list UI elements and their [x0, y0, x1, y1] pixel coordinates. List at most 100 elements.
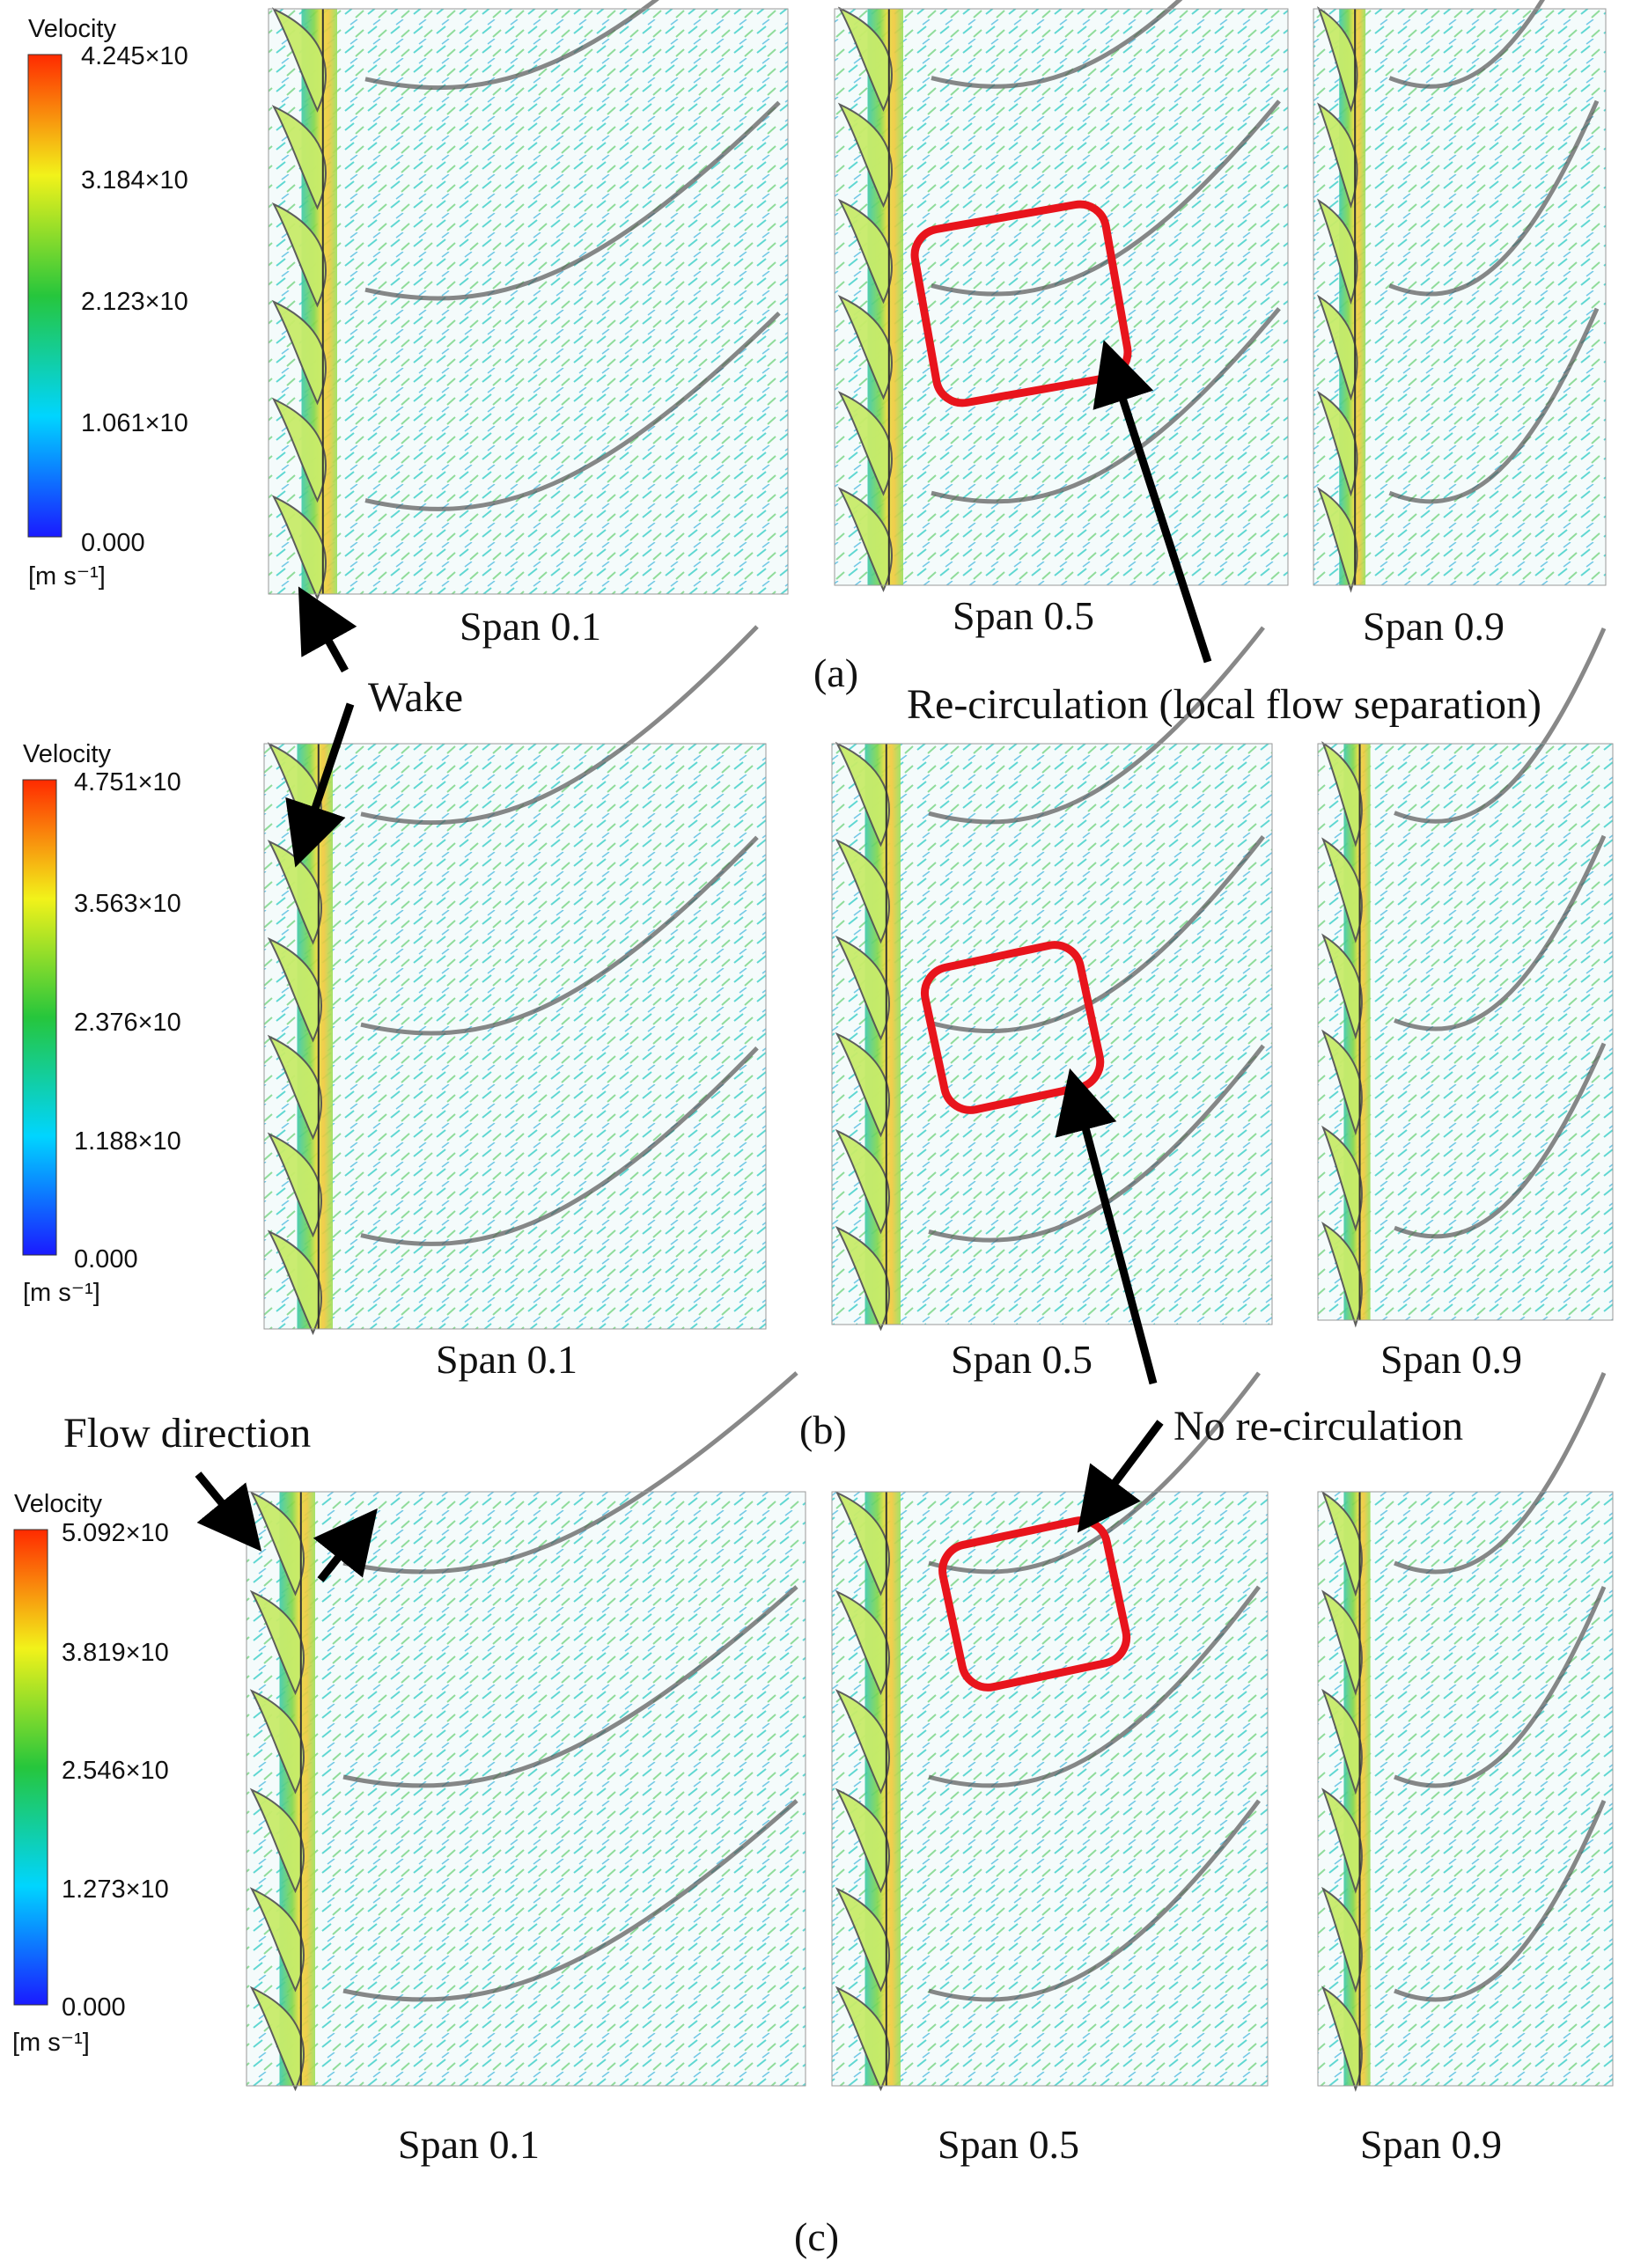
- upstream-blade: [267, 936, 322, 1043]
- panel-b-span-0-1: [263, 625, 767, 1336]
- downstream-blade: [1394, 1586, 1607, 1788]
- upstream-blade: [835, 1031, 890, 1138]
- upstream-blade: [835, 1128, 890, 1235]
- downstream-blade: [360, 625, 759, 826]
- upstream-blade: [837, 198, 893, 305]
- panel-b-span-0-5: [831, 626, 1273, 1332]
- downstream-blade: [364, 312, 781, 511]
- colorbar-tick: 3.184×10: [81, 166, 188, 195]
- vector-field: [246, 1492, 806, 2086]
- colorbar-tick-max: 4.751×10: [74, 768, 181, 796]
- colorbar-tick: 1.061×10: [81, 409, 188, 437]
- span-label: Span 0.5: [953, 593, 1094, 638]
- upstream-blade: [837, 6, 893, 113]
- colorbar-tick-min: 0.000: [81, 529, 145, 557]
- upstream-blade: [249, 1589, 305, 1696]
- upstream-blade: [837, 487, 893, 592]
- upstream-blade: [837, 391, 893, 496]
- upstream-blade: [835, 935, 890, 1041]
- upstream-blade: [835, 741, 890, 848]
- colorbar-tick: 3.819×10: [62, 1639, 169, 1667]
- upstream-blade: [271, 397, 327, 503]
- upstream-blade: [837, 102, 893, 209]
- colorbar-title: Velocity: [14, 1490, 102, 1518]
- upstream-blade: [1321, 933, 1363, 1040]
- no-recirculation-box: [920, 941, 1105, 1114]
- panel-c-span-0-1: [246, 1371, 806, 2092]
- flow-direction-arrow-out: [313, 1508, 378, 1582]
- downstream-blade: [342, 1371, 798, 1574]
- upstream-blade: [249, 1887, 305, 1993]
- downstream-blade: [1388, 307, 1600, 504]
- upstream-blade: [267, 1229, 322, 1336]
- wake-arrow-up: [298, 586, 357, 673]
- downstream-blade: [928, 1044, 1265, 1243]
- panel-b-span-0-9: [1317, 627, 1614, 1328]
- upstream-blade: [249, 1985, 305, 2092]
- colorbar-unit: [m s⁻¹]: [12, 2029, 90, 2057]
- upstream-blade: [1321, 741, 1363, 848]
- downstream-blade: [928, 1371, 1261, 1574]
- downstream-blade: [928, 1799, 1261, 2002]
- upstream-blade: [249, 1491, 305, 1596]
- span-label: Span 0.1: [460, 604, 601, 649]
- downstream-blade: [928, 1585, 1261, 1788]
- upstream-blade: [1321, 837, 1363, 943]
- panel-frame: [268, 8, 789, 595]
- colorbar-tick-min: 0.000: [74, 1245, 138, 1273]
- upstream-blade: [835, 1887, 890, 1993]
- upstream-blade: [267, 1034, 322, 1141]
- annotation-wake: Wake: [368, 674, 463, 721]
- no-recirculation-arrow-up: [1055, 1068, 1158, 1385]
- panel-frame: [263, 743, 767, 1330]
- panel-frame: [1317, 1491, 1614, 2087]
- upstream-blade: [1321, 1886, 1363, 1993]
- upstream-blade: [835, 1225, 890, 1332]
- downstream-blade: [1394, 1372, 1607, 1574]
- colorbar-tick: 3.563×10: [74, 890, 181, 918]
- colorbar-tick: 1.188×10: [74, 1127, 181, 1156]
- panel-frame: [1313, 8, 1607, 586]
- downstream-blade: [1394, 627, 1607, 824]
- panel-frame: [246, 1491, 806, 2087]
- upstream-blade: [249, 1787, 305, 1894]
- row-b: Velocity 4.751×10 3.563×10 2.376×10 1.18…: [22, 625, 1614, 1452]
- upstream-blade: [267, 1132, 322, 1238]
- colorbar-tick: 2.376×10: [74, 1009, 181, 1037]
- panel-frame: [834, 8, 1289, 586]
- downstream-blade: [342, 1799, 798, 2002]
- recirculation-arrow: [1093, 340, 1212, 664]
- no-recirculation-box: [938, 1516, 1131, 1692]
- panel-c-span-0-5: [831, 1371, 1269, 2092]
- subfigure-label: (a): [813, 650, 858, 695]
- annotations: Wake Re-circulation (local flow separati…: [63, 340, 1541, 1582]
- wake-arrow-down: [285, 702, 355, 868]
- upstream-blade: [271, 105, 327, 210]
- upstream-blade: [1321, 1985, 1363, 2092]
- span-label: Span 0.5: [938, 2122, 1079, 2167]
- span-label: Span 0.9: [1360, 2122, 1502, 2167]
- row-c: Velocity 5.092×10 3.819×10 2.546×10 1.27…: [12, 1371, 1614, 2259]
- downstream-blade: [360, 835, 759, 1036]
- panel-frame: [831, 1491, 1269, 2087]
- vector-field: [264, 744, 766, 1329]
- panel-a-span-0-5: [834, 0, 1289, 592]
- downstream-blade: [342, 1585, 798, 1788]
- downstream-blade: [931, 307, 1281, 504]
- annotation-recirculation: Re-circulation (local flow separation): [907, 681, 1541, 728]
- annotation-no-recirculation: No re-circulation: [1173, 1403, 1463, 1450]
- panel-a-span-0-1: [268, 0, 789, 601]
- colorbar-title: Velocity: [28, 15, 116, 43]
- span-label: Span 0.1: [436, 1337, 578, 1382]
- colorbar-tick-min: 0.000: [62, 1993, 126, 2022]
- downstream-blade: [1394, 1800, 1607, 2002]
- upstream-blade: [1317, 102, 1358, 209]
- upstream-blade: [249, 1689, 305, 1795]
- downstream-blade: [364, 100, 781, 301]
- upstream-blade: [271, 299, 327, 406]
- vector-field: [269, 9, 788, 594]
- downstream-blade: [1394, 1042, 1607, 1239]
- upstream-blade: [835, 1491, 890, 1596]
- colorbar-a: Velocity 4.245×10 3.184×10 2.123×10 1.06…: [27, 15, 188, 591]
- downstream-blade: [1388, 0, 1545, 89]
